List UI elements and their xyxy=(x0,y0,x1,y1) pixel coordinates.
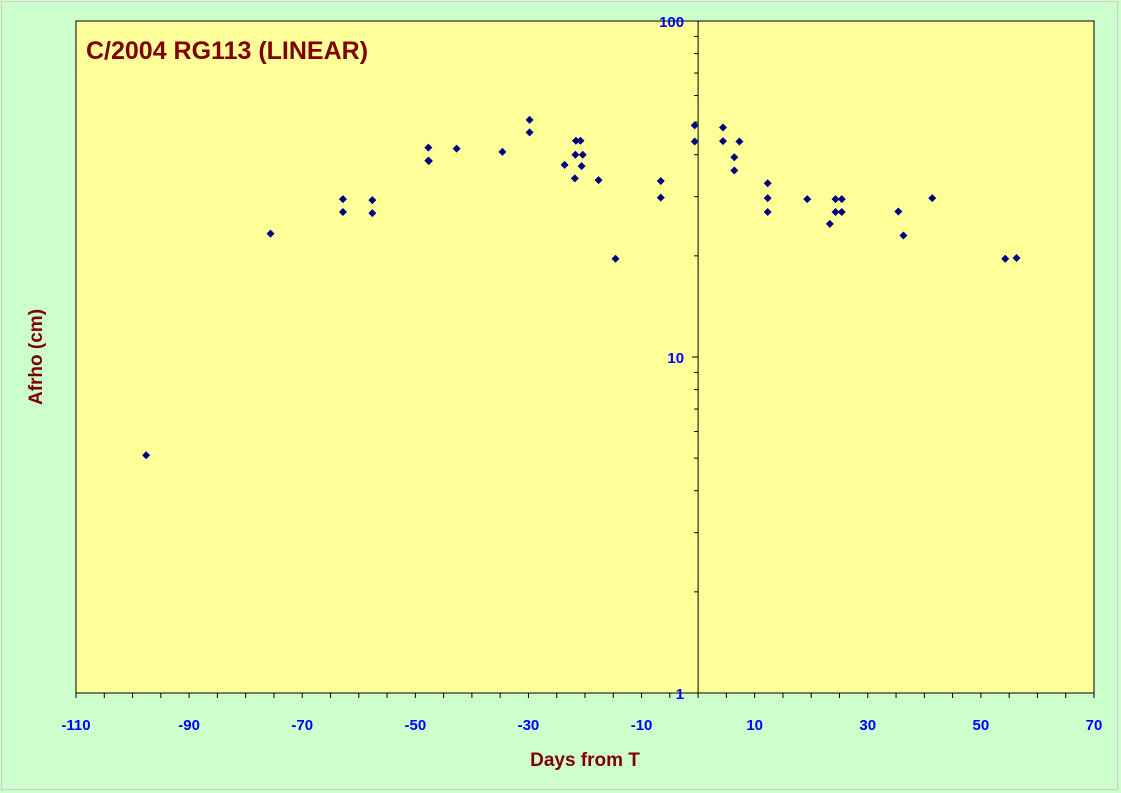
data-point xyxy=(424,157,433,166)
data-point xyxy=(718,137,727,146)
data-point xyxy=(837,195,846,204)
x-tick-label: -30 xyxy=(518,717,540,734)
data-point xyxy=(368,209,377,218)
data-point xyxy=(338,195,347,204)
x-tick-label: -50 xyxy=(404,717,426,734)
x-tick-label: 30 xyxy=(859,717,876,734)
data-point xyxy=(368,196,377,205)
data-point xyxy=(831,208,840,217)
chart-title: C/2004 RG113 (LINEAR) xyxy=(86,37,368,65)
x-tick-label: -90 xyxy=(178,717,200,734)
data-point xyxy=(577,162,586,171)
data-point xyxy=(831,195,840,204)
plot-area xyxy=(75,20,1095,694)
data-point xyxy=(763,208,772,217)
data-point xyxy=(142,451,151,460)
x-axis-title: Days from T xyxy=(530,750,640,771)
data-points-layer xyxy=(142,115,1021,460)
data-point xyxy=(266,229,275,238)
data-point xyxy=(894,207,903,216)
x-tick-label: 50 xyxy=(973,717,990,734)
y-tick-label: 1 xyxy=(676,686,684,703)
data-point xyxy=(730,166,739,175)
data-point xyxy=(656,193,665,202)
data-point xyxy=(803,195,812,204)
data-point xyxy=(825,219,834,228)
x-tick-label: -110 xyxy=(61,717,90,734)
axes-layer xyxy=(75,20,1095,698)
data-point xyxy=(1012,254,1021,263)
data-point xyxy=(899,231,908,240)
data-point xyxy=(763,179,772,188)
y-tick-label: 10 xyxy=(667,350,684,367)
y-tick-label: 100 xyxy=(659,14,684,31)
data-point xyxy=(525,115,534,124)
x-tick-label: -70 xyxy=(291,717,313,734)
data-point xyxy=(611,254,620,263)
data-point xyxy=(578,150,587,159)
data-point xyxy=(570,174,579,183)
data-point xyxy=(452,144,461,153)
y-axis-title: Afrho (cm) xyxy=(26,309,47,405)
data-point xyxy=(690,121,699,130)
data-point xyxy=(718,123,727,132)
data-point xyxy=(571,150,580,159)
data-point xyxy=(424,143,433,152)
tick-labels-layer: -110 -90 -70 -50 -30 -10 10 30 50 70 1 10 100 xyxy=(61,14,1102,734)
x-tick-label: -10 xyxy=(631,717,653,734)
data-point xyxy=(338,208,347,217)
data-point xyxy=(730,153,739,162)
data-point xyxy=(576,136,585,145)
data-point xyxy=(525,128,534,137)
data-point xyxy=(690,137,699,146)
x-tick-label: 10 xyxy=(746,717,763,734)
x-tick-label: 70 xyxy=(1086,717,1103,734)
data-point xyxy=(594,176,603,185)
data-point xyxy=(560,160,569,169)
data-point xyxy=(1001,254,1010,263)
data-point xyxy=(763,194,772,203)
data-point xyxy=(571,136,580,145)
data-point xyxy=(928,194,937,203)
data-point xyxy=(837,208,846,217)
data-point xyxy=(498,147,507,156)
data-point xyxy=(735,137,744,146)
data-point xyxy=(656,177,665,186)
